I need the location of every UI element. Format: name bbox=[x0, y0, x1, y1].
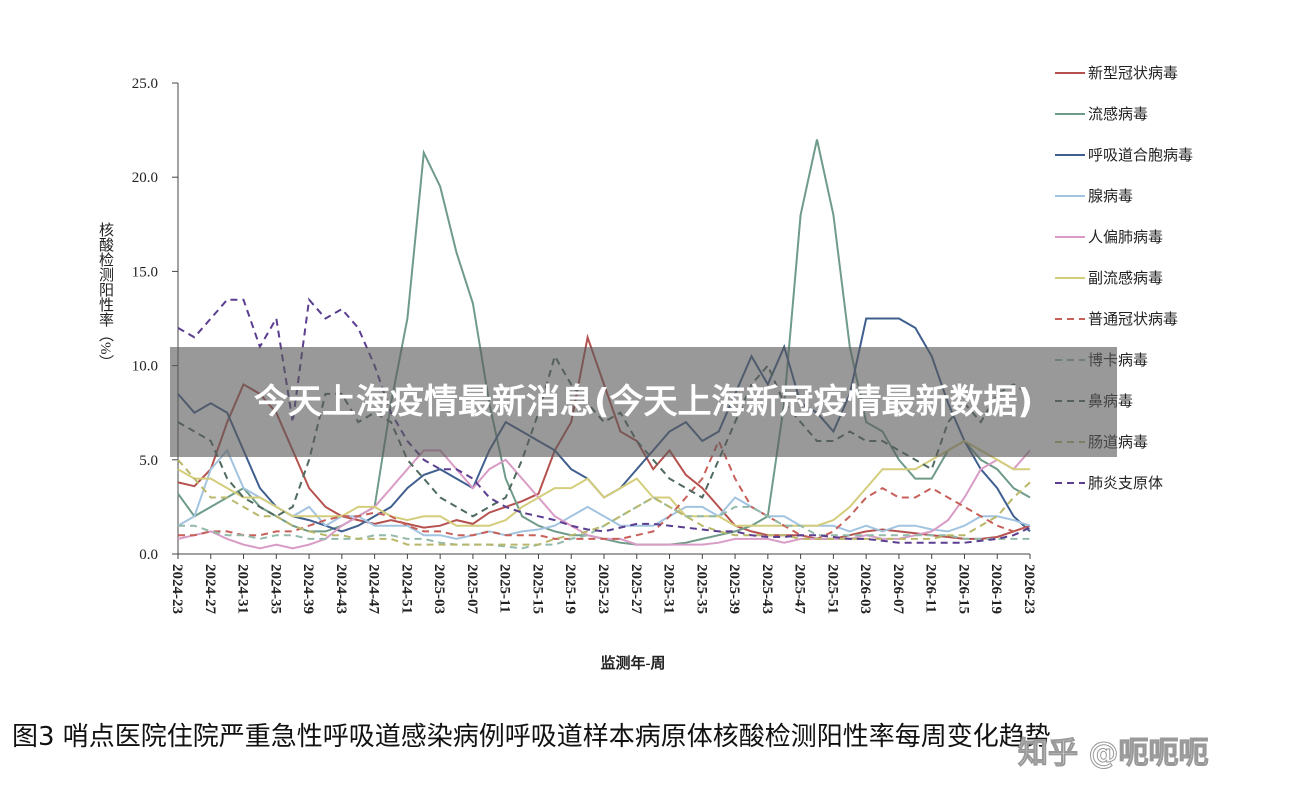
x-tick-label: 2026-19 bbox=[988, 564, 1004, 614]
x-tick-label: 2025-35 bbox=[693, 564, 709, 614]
caption: 图3 哨点医院住院严重急性呼吸道感染病例呼吸道样本病原体核酸检测阳性率每周变化趋… bbox=[12, 722, 1051, 752]
x-tick-label: 2024-35 bbox=[267, 564, 283, 614]
y-axis-label: 核酸检测阳性率（%） bbox=[97, 222, 114, 370]
legend-label: 新型冠状病毒 bbox=[1088, 65, 1178, 82]
legend-label: 肺炎支原体 bbox=[1088, 475, 1163, 492]
series-line bbox=[177, 139, 1031, 546]
legend-label: 呼吸道合胞病毒 bbox=[1088, 147, 1193, 164]
x-tick-label: 2024-31 bbox=[235, 564, 251, 614]
series-line bbox=[177, 459, 1031, 546]
x-tick-label: 2024-43 bbox=[333, 564, 349, 614]
series-line bbox=[177, 297, 1031, 544]
x-tick-label: 2025-51 bbox=[824, 564, 840, 614]
x-tick-label: 2024-51 bbox=[398, 564, 414, 614]
x-tick-label: 2026-23 bbox=[1021, 564, 1037, 614]
x-tick-label: 2024-39 bbox=[300, 564, 316, 614]
y-tick-label: 25.0 bbox=[132, 76, 158, 92]
x-tick-label: 2026-11 bbox=[923, 564, 939, 613]
x-tick-label: 2025-27 bbox=[628, 564, 644, 614]
legend-label: 普通冠状病毒 bbox=[1088, 311, 1178, 328]
x-tick-label: 2025-15 bbox=[529, 564, 545, 614]
watermark: 知乎 @呃呃呃 bbox=[1017, 736, 1209, 772]
x-tick-label: 2025-11 bbox=[497, 564, 513, 613]
series-line bbox=[178, 496, 1030, 550]
y-tick-label: 15.0 bbox=[132, 264, 158, 280]
x-axis-label: 监测年-周 bbox=[601, 654, 666, 672]
legend-label: 副流感病毒 bbox=[1088, 270, 1163, 287]
x-tick-label: 2025-43 bbox=[759, 564, 775, 614]
x-tick-label: 2025-31 bbox=[661, 564, 677, 614]
legend-label: 人偏肺病毒 bbox=[1088, 229, 1163, 246]
x-tick-label: 2026-07 bbox=[890, 564, 906, 614]
x-tick-label: 2025-47 bbox=[792, 564, 808, 614]
x-tick-label: 2025-23 bbox=[595, 564, 611, 614]
y-tick-label: 0.0 bbox=[139, 547, 158, 563]
series-line bbox=[177, 439, 1030, 527]
y-tick-label: 10.0 bbox=[132, 359, 158, 375]
x-tick-label: 2025-07 bbox=[464, 564, 480, 614]
x-tick-label: 2024-23 bbox=[169, 564, 185, 614]
x-tick-label: 2026-15 bbox=[955, 564, 971, 614]
x-tick-label: 2024-47 bbox=[366, 564, 382, 614]
legend-label: 流感病毒 bbox=[1088, 106, 1148, 123]
series-line bbox=[177, 448, 1031, 540]
y-tick-label: 20.0 bbox=[132, 170, 158, 186]
x-tick-label: 2025-39 bbox=[726, 564, 742, 614]
x-tick-label: 2025-19 bbox=[562, 564, 578, 614]
x-tick-label: 2025-03 bbox=[431, 564, 447, 614]
x-tick-label: 2024-27 bbox=[202, 564, 218, 614]
series-line bbox=[178, 438, 1031, 540]
x-tick-label: 2026-03 bbox=[857, 564, 873, 614]
legend-label: 腺病毒 bbox=[1088, 188, 1133, 205]
y-tick-label: 5.0 bbox=[139, 453, 158, 469]
overlay-banner: 今天上海疫情最新消息(今天上海新冠疫情最新数据) bbox=[170, 347, 1117, 457]
overlay-title: 今天上海疫情最新消息(今天上海新冠疫情最新数据) bbox=[253, 382, 1034, 422]
